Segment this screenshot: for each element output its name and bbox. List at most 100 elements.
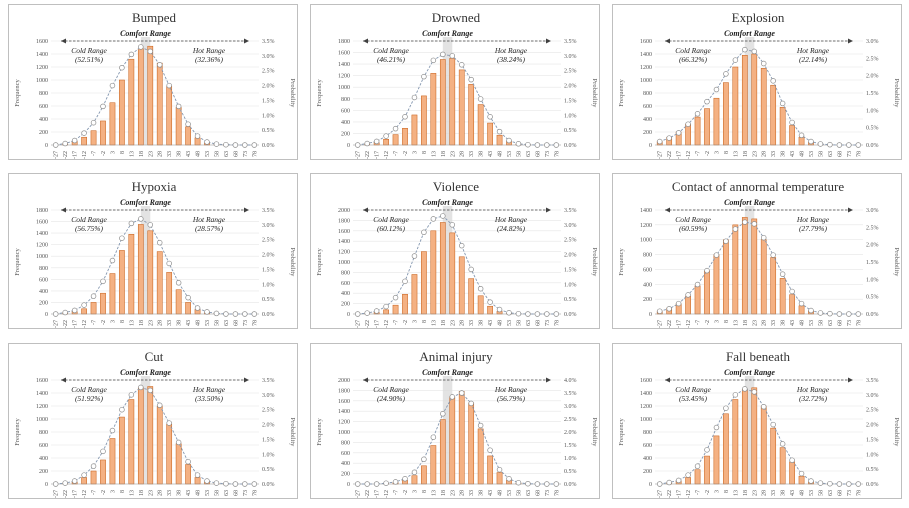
x-tick-label: 38 [177,490,183,496]
y-tick-label: 800 [39,430,48,436]
y-tick-label: 200 [643,297,652,303]
x-tick-label: 18 [139,490,145,496]
comfort-band [140,37,151,145]
probability-point [468,400,474,407]
frequency-bar [100,459,106,485]
probability-point [81,472,87,478]
chart-svg: Animal injury 0 200 400 600 800 1000 1200 1400 16… [316,349,598,498]
frequency-bar [449,396,456,485]
chart-title: Animal injury [419,349,493,364]
frequency-bar [137,387,144,485]
hot-range-percent: (27.79%) [799,224,828,233]
probability-point [251,142,258,148]
y-tick-label: 1200 [36,65,48,71]
probability-point [364,140,370,147]
hot-range-percent: (28.57%) [195,224,224,233]
probability-point [449,394,456,400]
x-tick-label: 68 [535,151,541,157]
y2-tick-label: 2.5% [262,69,275,75]
probability-point [52,142,59,148]
probability-point [232,481,239,487]
probability-point [713,86,720,93]
y-tick-label: 800 [39,91,48,97]
probability-point [487,299,493,305]
x-tick-label: 43 [790,320,796,326]
probability-point [515,310,522,317]
probability-point [751,389,758,395]
x-tick-label: 53 [809,320,815,326]
hot-range-label: Hot Range [494,385,528,394]
frequency-bar [383,309,389,315]
probability-point [242,481,248,487]
probability-point [440,411,446,417]
y-axis-label: Frequency [316,248,323,276]
x-tick-label: 23 [148,320,154,326]
probability-point [808,478,814,484]
x-tick-label: 43 [790,151,796,157]
probability-point [138,216,144,222]
frequency-bar [751,218,758,315]
frequency-bar [458,256,465,315]
cold-range-label: Cold Range [373,215,409,224]
y2-tick-label: 0.5% [564,297,577,303]
frequency-bar [779,447,786,485]
probability-point [544,481,550,487]
probability-point [544,142,550,148]
frequency-bar [430,445,437,485]
x-tick-label: 63 [526,151,532,157]
frequency-bar [439,59,446,146]
probability-point [694,111,701,117]
y-tick-label: 600 [341,451,350,457]
y-tick-label: 1400 [338,62,350,68]
probability-line [55,386,255,485]
y2-axis-label: Probability [289,248,296,278]
chart-panel: Violence 0 200 400 600 800 1000 1200 1400 1600 180… [310,173,600,329]
x-tick-label: 73 [243,151,249,157]
probability-point [71,307,78,314]
probability-point [713,424,720,431]
x-tick-label: 78 [856,490,862,496]
y2-tick-label: 1.5% [866,91,879,97]
x-tick-label: 53 [507,320,513,326]
frequency-bar [798,305,805,315]
y-axis-label: Frequency [618,79,625,107]
probability-point [704,98,710,105]
y2-axis-label: Probability [893,248,900,278]
y-tick-label: 1400 [36,52,48,58]
y2-tick-label: 1.0% [866,277,879,283]
x-tick-label: 8 [120,490,126,493]
cold-range-percent: (56.75%) [75,224,104,233]
probability-point [817,480,824,486]
x-tick-label: 3 [110,490,116,493]
y-tick-label: 1800 [338,388,350,394]
y2-tick-label: 1.0% [262,452,275,458]
probability-point [704,447,710,453]
comfort-range-label: Comfort Range [422,198,473,207]
x-tick-label: -22 [365,320,371,328]
x-tick-label: -22 [63,490,69,498]
probability-point [175,280,182,286]
x-tick-label: 13 [129,320,135,326]
probability-point [656,481,663,487]
probability-point [156,62,163,68]
y-tick-label: 0 [649,482,652,488]
x-tick-label: -7 [92,320,98,325]
x-tick-label: 28 [460,490,466,496]
arrow-head-left [665,377,670,383]
y-tick-label: 1200 [338,74,350,80]
x-tick-label: -7 [394,320,400,325]
y2-tick-label: 0.5% [564,128,577,134]
x-tick-label: 23 [450,151,456,157]
y2-tick-label: 1.0% [262,282,275,288]
y2-tick-label: 2.0% [564,253,577,259]
x-tick-label: 53 [809,490,815,496]
y2-tick-label: 3.5% [262,208,275,214]
y2-tick-label: 0.5% [564,469,577,475]
y2-tick-label: 3.0% [564,54,577,60]
y-tick-label: 0 [347,143,350,149]
x-tick-label: 33 [167,151,173,157]
y-tick-label: 1600 [338,229,350,235]
probability-point [373,481,380,487]
chart-panel: Drowned 0 200 400 600 800 1000 1200 1400 1600 1800… [310,4,600,160]
y2-tick-label: 2.5% [866,225,879,231]
